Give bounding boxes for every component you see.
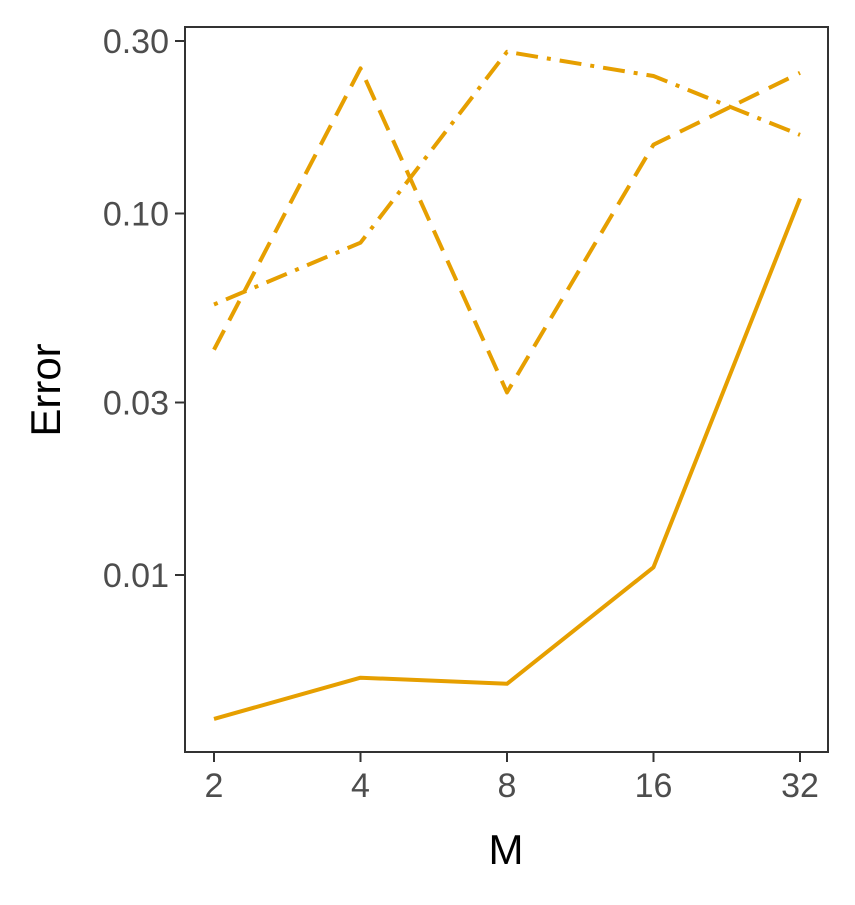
series-line-solid [213, 197, 802, 721]
y-axis: 0.01 0.03 0.10 0.30 [103, 23, 185, 595]
y-tick-label: 0.01 [103, 557, 169, 595]
y-axis-title: Error [22, 343, 69, 436]
y-tick-label: 0.10 [103, 195, 169, 233]
y-tick-label: 0.30 [103, 23, 169, 61]
series-line-dashed [212, 66, 801, 395]
x-tick-label: 4 [351, 767, 370, 805]
x-axis: 2 4 8 16 32 [205, 752, 819, 805]
x-tick-label: 8 [498, 767, 517, 805]
x-tick-label: 16 [635, 767, 673, 805]
y-tick-label: 0.03 [103, 385, 169, 423]
x-tick-label: 2 [205, 767, 224, 805]
series-layer [212, 49, 802, 721]
series-line-dotdash [213, 49, 801, 307]
x-tick-label: 32 [781, 767, 819, 805]
x-axis-title: M [489, 826, 524, 873]
